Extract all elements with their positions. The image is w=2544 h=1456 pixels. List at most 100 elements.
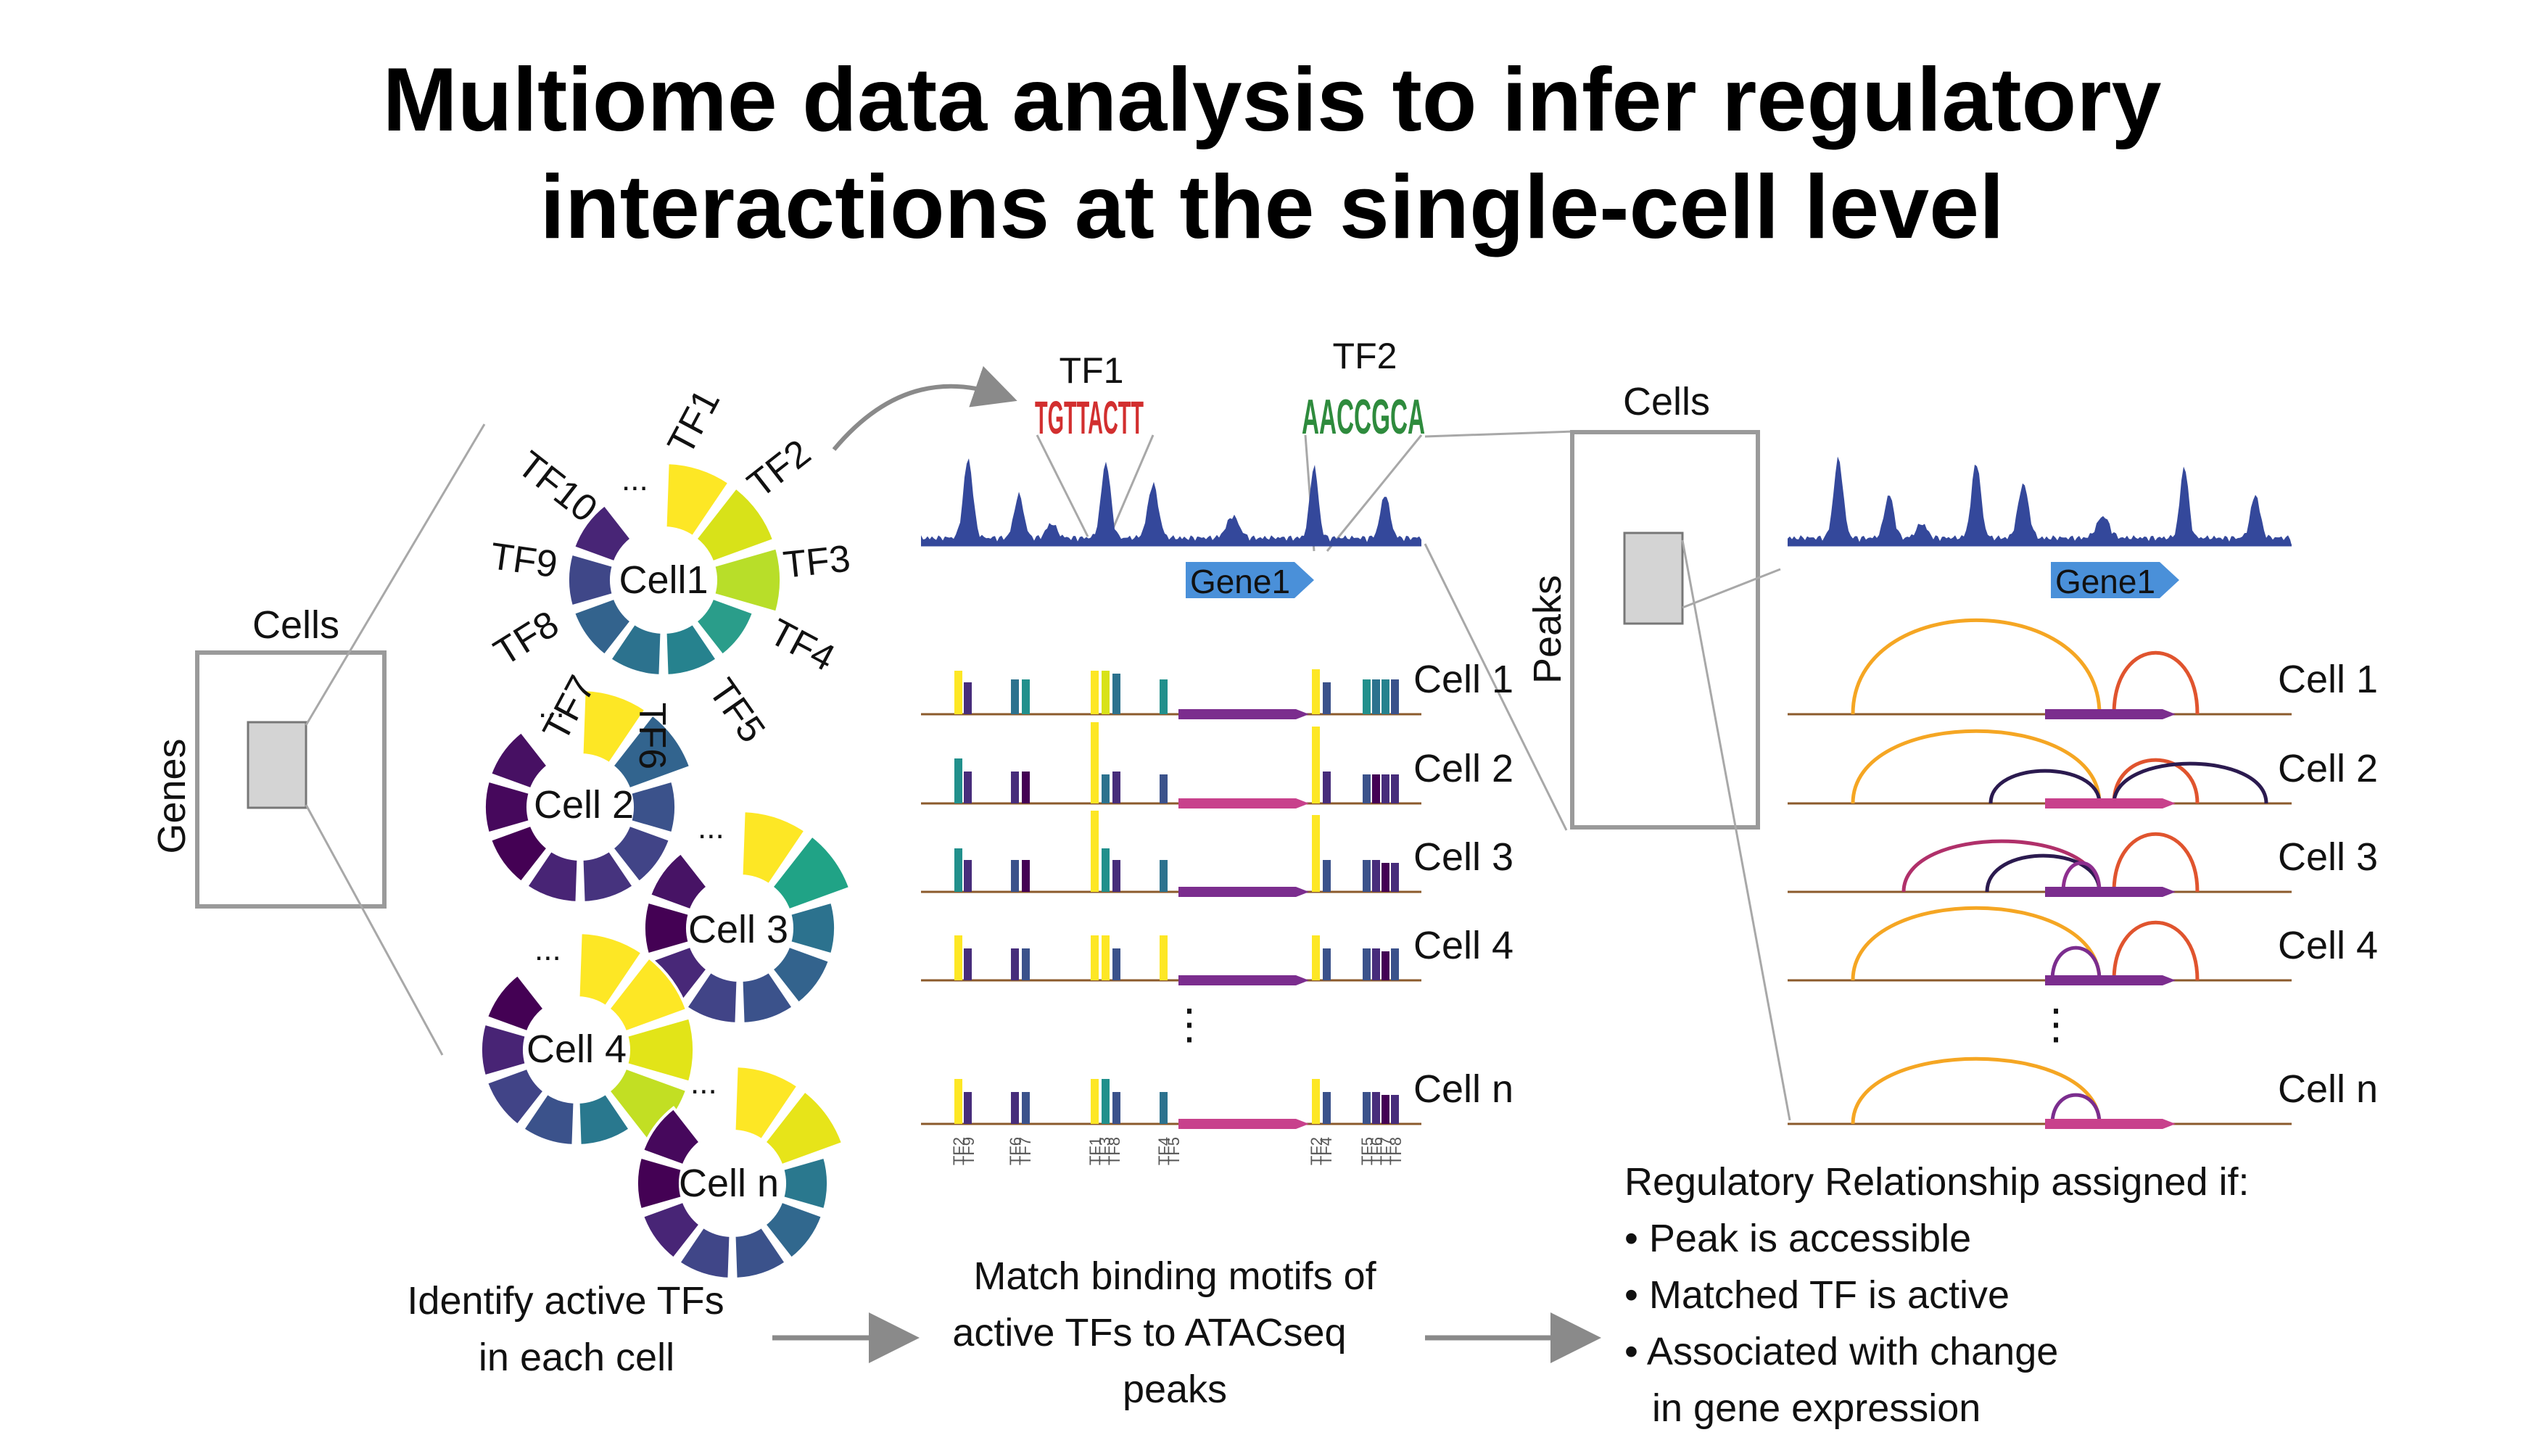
- motif-bar: [1091, 811, 1099, 892]
- tf-activity-segment: [608, 621, 664, 677]
- regulatory-arc: [1851, 729, 2102, 804]
- cell-row-label: Cell 4: [1413, 924, 1513, 967]
- tf-wheel: ... Cell n: [635, 1064, 845, 1281]
- zoom-line: [1424, 430, 1574, 438]
- motif-bar: [1363, 860, 1371, 892]
- regulatory-arc: [2112, 832, 2200, 893]
- motif-bar: [1312, 727, 1320, 803]
- motif-bar: [1102, 848, 1110, 892]
- motif-bar: [1011, 1092, 1019, 1124]
- tf-activity-segment: [580, 688, 648, 766]
- tf-tick-label: TF6: [1007, 1137, 1025, 1165]
- tf-label: TF9: [488, 535, 561, 586]
- motif-bar: [1363, 948, 1371, 980]
- peak-matrix-frame: [1570, 430, 1760, 830]
- tf-activity-segment: [524, 848, 580, 904]
- tf-tick-label: TF9: [959, 1137, 978, 1165]
- gene-body-tip: [2163, 887, 2176, 897]
- cell-row-label: Cell 2: [2278, 747, 2378, 790]
- motif-bar: [1102, 671, 1110, 714]
- tf-activity-segment: [693, 485, 776, 564]
- tf-activity-segment: [640, 1106, 703, 1167]
- motif-bar: [1160, 679, 1168, 714]
- tf-label: TF5: [701, 671, 774, 750]
- tf-activity-segment: [664, 621, 719, 677]
- gene-body: [1178, 975, 1296, 985]
- tf-activity-segment: [732, 1064, 801, 1143]
- tf-activity-segment: [780, 1155, 830, 1212]
- motif-bar: [1382, 679, 1389, 714]
- tf-tick-label: TF4: [1155, 1137, 1173, 1165]
- motif-bar: [954, 935, 962, 980]
- tf-tick-label: TF6: [1368, 1137, 1386, 1165]
- motif-bar: [1102, 774, 1110, 803]
- motif-guide-line: [1108, 434, 1155, 537]
- gene-matrix-selection: [247, 721, 307, 809]
- regulatory-arc: [2112, 920, 2200, 981]
- tf-activity-segment: [664, 461, 732, 539]
- motif-bar: [1011, 772, 1019, 803]
- tf-tick-label: TF8: [1387, 1137, 1405, 1165]
- regulatory-arc: [2112, 761, 2268, 804]
- tf-activity-segment: [484, 972, 547, 1034]
- tf-tick-label: TF7: [1016, 1137, 1034, 1165]
- tf-activity-segment: [769, 944, 832, 1006]
- cell-tf-motif-rows: Cell 1 Cell 2 Cell 3 Cell 4 Cell n: [921, 658, 1513, 1129]
- cell-row-label: Cell 1: [2278, 658, 2378, 701]
- cell-motif-row: Cell 4: [921, 924, 1513, 985]
- cell-row-label: Cell n: [2278, 1067, 2378, 1111]
- cell-arc-row: Cell 2: [1788, 729, 2378, 808]
- gene-arrow-label: Gene1: [2055, 563, 2155, 600]
- tf-activity-segment: [635, 1155, 685, 1212]
- gene-body-tip: [2163, 1119, 2176, 1129]
- tf-activity-segment: [571, 596, 634, 658]
- tf-activity-segment: [566, 552, 616, 608]
- motif-bar: [954, 848, 962, 892]
- atac-signal: [1788, 456, 2292, 545]
- gene-body: [2045, 975, 2163, 985]
- cell-motif-row: Cell 1: [921, 658, 1513, 719]
- gene-body: [1178, 887, 1296, 897]
- motif-bar: [1091, 722, 1099, 803]
- gene-matrix-cells-label: Cells: [252, 603, 339, 647]
- step-3-line: • Peak is accessible: [1624, 1217, 1971, 1260]
- motif-bar: [964, 772, 972, 803]
- motif-bar: [1312, 1079, 1320, 1124]
- motif-bar: [1323, 860, 1331, 892]
- step-2-line: peaks: [1123, 1368, 1227, 1411]
- motif-bar: [1102, 1079, 1110, 1124]
- gene-body-tip: [2163, 975, 2176, 985]
- motif-bar: [1022, 860, 1030, 892]
- wheel-cell-label: Cell 4: [526, 1027, 627, 1071]
- tf-activity-segment: [643, 900, 692, 956]
- wheel-ellipsis: ...: [698, 810, 724, 845]
- regulatory-arc: [2050, 946, 2102, 981]
- gene-body-tip: [1296, 798, 1309, 808]
- motif-bar: [1091, 935, 1099, 980]
- gene-body-tip: [2163, 798, 2176, 808]
- motif-bar: [1391, 774, 1399, 803]
- regulatory-arc: [2061, 861, 2102, 893]
- motif-bar: [964, 860, 972, 892]
- motif-bar: [1102, 935, 1110, 980]
- atac-peak-track-right: [1788, 456, 2292, 547]
- tf-activity-segment: [740, 969, 796, 1025]
- motif-bar: [1372, 679, 1380, 714]
- motif-bar: [1160, 1092, 1168, 1124]
- more-cells-dots: ⋮: [1168, 1001, 1210, 1048]
- motif-tf1-title: TF1: [1060, 350, 1124, 391]
- tf-tick-label: TF8: [1105, 1137, 1123, 1165]
- step-1-caption: Identify active TFs in each cell: [407, 1279, 724, 1379]
- step-3-line: • Associated with change: [1624, 1330, 2058, 1373]
- gene-body-tip: [1296, 975, 1309, 985]
- tf-activity-segment: [479, 1022, 529, 1078]
- regulatory-arc: [1851, 1056, 2102, 1125]
- motif-tf2-logo: AACCGCA: [1302, 389, 1425, 444]
- cell-arc-row: Cell 1: [1788, 619, 2378, 719]
- tf-activity-segment: [483, 779, 532, 835]
- tf-tick-label: TF5: [1358, 1137, 1376, 1165]
- motif-bar: [1112, 772, 1120, 803]
- wheel-ellipsis: ...: [534, 932, 561, 967]
- wheel-cell-label: Cell 2: [534, 783, 634, 827]
